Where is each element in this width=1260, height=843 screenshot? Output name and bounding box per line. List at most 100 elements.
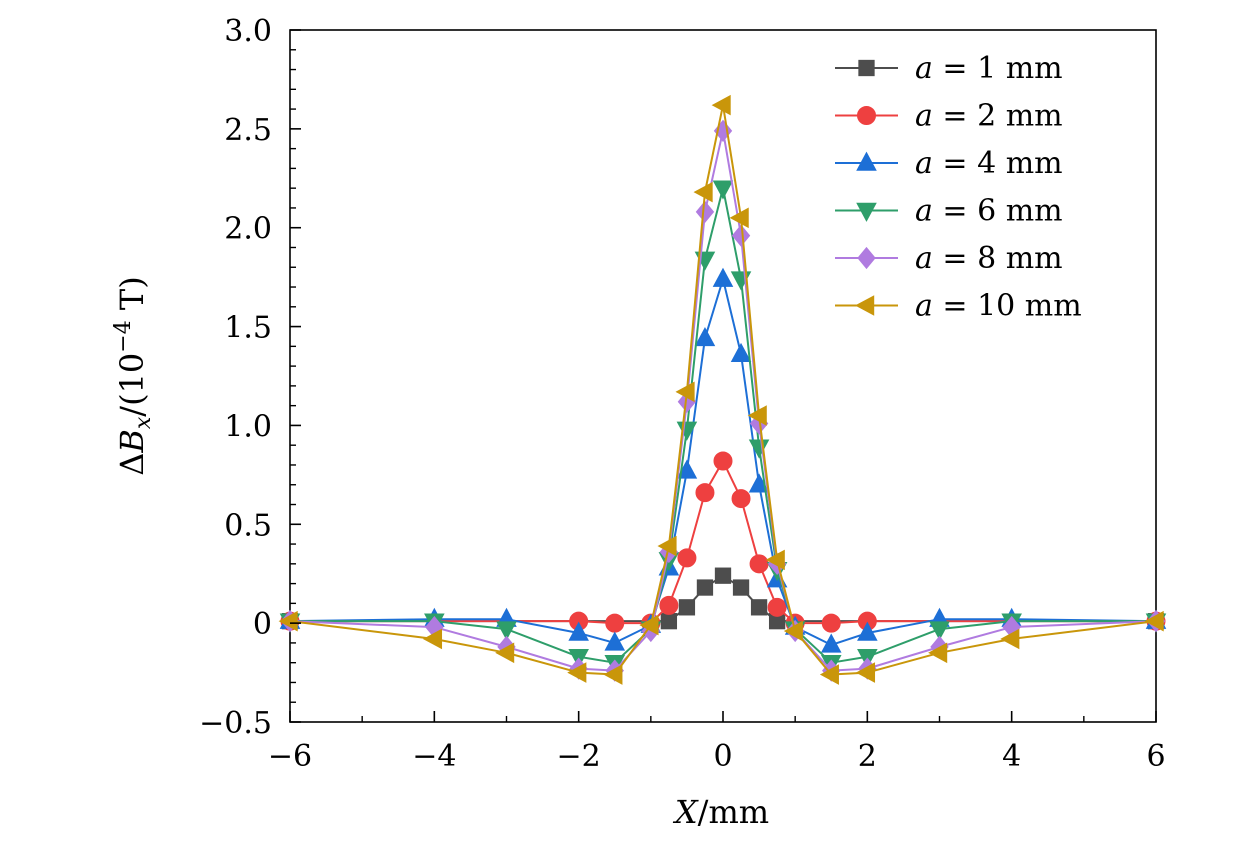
data-point xyxy=(747,405,767,426)
legend-label: a = 4 mm xyxy=(915,146,1063,181)
legend-label: a = 1 mm xyxy=(915,51,1063,86)
data-point xyxy=(730,342,752,362)
y-tick-label: 1.0 xyxy=(224,409,272,444)
legend-item: a = 2 mm xyxy=(835,99,1063,134)
data-point xyxy=(857,621,878,641)
x-tick-label: 4 xyxy=(1002,739,1021,774)
x-tick-label: 6 xyxy=(1146,739,1165,774)
legend-item: a = 8 mm xyxy=(835,241,1063,276)
data-point xyxy=(567,662,587,683)
data-point xyxy=(694,327,716,347)
series-6 xyxy=(278,94,1164,685)
legend-label: a = 8 mm xyxy=(915,241,1063,276)
legend-marker xyxy=(856,202,877,222)
data-point xyxy=(677,548,697,568)
y-axis-exp: −4 xyxy=(111,320,136,352)
legend-item: a = 10 mm xyxy=(835,289,1082,324)
data-point xyxy=(765,549,785,571)
x-tick-label: 2 xyxy=(858,739,877,774)
x-tick-label: 0 xyxy=(713,739,732,774)
y-tick-label: 2.0 xyxy=(224,212,272,247)
legend-value: = 6 mm xyxy=(933,194,1063,229)
x-axis-var: X xyxy=(672,793,699,831)
legend-item: a = 4 mm xyxy=(835,146,1063,181)
data-point xyxy=(729,207,749,229)
data-point xyxy=(713,451,733,471)
legend-var: a xyxy=(915,241,933,276)
legend: a = 1 mma = 2 mma = 4 mma = 6 mma = 8 mm… xyxy=(835,51,1082,324)
data-point xyxy=(748,439,770,459)
x-tick-label: −4 xyxy=(412,739,456,774)
y-axis: −0.5 0 0.5 1.0 1.5 2.0 2.5 3.0 xyxy=(199,14,301,741)
data-point xyxy=(713,119,733,142)
legend-label: a = 2 mm xyxy=(915,99,1063,134)
y-tick-label: 0.5 xyxy=(224,508,272,543)
x-axis: −6 −4 −2 0 2 4 6 xyxy=(268,711,1166,774)
legend-label: a = 10 mm xyxy=(915,289,1082,324)
data-point xyxy=(855,662,876,683)
legend-value: = 10 mm xyxy=(933,289,1082,324)
data-point xyxy=(568,621,589,641)
legend-marker xyxy=(858,59,875,77)
data-point xyxy=(821,613,841,633)
legend-var: a xyxy=(915,51,933,86)
legend-marker xyxy=(857,246,876,270)
data-point xyxy=(422,628,443,650)
data-point xyxy=(767,597,787,617)
y-axis-var: B xyxy=(113,429,151,454)
plot-area xyxy=(278,29,1167,723)
legend-marker xyxy=(856,151,877,171)
data-point xyxy=(750,599,768,616)
data-point xyxy=(695,483,715,503)
data-point xyxy=(929,621,950,641)
data-point xyxy=(604,631,626,651)
y-axis-unit-open: /(10 xyxy=(113,353,151,417)
data-point xyxy=(712,267,734,287)
y-axis-prefix: Δ xyxy=(113,453,151,476)
data-point xyxy=(496,621,517,641)
data-point xyxy=(820,633,842,653)
data-point xyxy=(676,421,698,441)
data-point xyxy=(749,554,769,574)
data-point xyxy=(678,599,696,616)
series-line xyxy=(290,460,1156,625)
data-point xyxy=(1000,628,1020,650)
data-point xyxy=(696,579,714,596)
x-axis-unit: /mm xyxy=(698,793,769,831)
data-point xyxy=(603,664,623,685)
data-point xyxy=(928,642,948,664)
data-point xyxy=(657,535,677,557)
legend-var: a xyxy=(915,146,933,181)
x-axis-title: X/mm xyxy=(672,793,769,831)
data-point xyxy=(605,613,625,633)
y-tick-label: 2.5 xyxy=(224,113,272,148)
data-point xyxy=(712,180,734,200)
legend-value: = 2 mm xyxy=(933,99,1063,134)
y-axis-title: ΔBx/(10−4 T) xyxy=(111,276,156,475)
legend-value: = 4 mm xyxy=(933,146,1063,181)
y-tick-label: 0 xyxy=(253,607,272,642)
y-tick-label: 3.0 xyxy=(224,14,272,49)
data-point xyxy=(659,595,679,615)
y-axis-sub: x xyxy=(131,416,156,429)
x-tick-label: −2 xyxy=(557,739,601,774)
legend-label: a = 6 mm xyxy=(915,194,1063,229)
data-point xyxy=(783,620,803,642)
x-tick-label: −6 xyxy=(268,739,312,774)
legend-value: = 1 mm xyxy=(933,51,1063,86)
data-point xyxy=(278,610,298,632)
legend-var: a xyxy=(915,99,933,134)
y-tick-label: 1.5 xyxy=(224,311,272,346)
data-point xyxy=(731,489,751,509)
data-point xyxy=(732,579,750,596)
legend-item: a = 6 mm xyxy=(835,194,1063,229)
data-point xyxy=(711,94,731,116)
data-point xyxy=(695,200,715,224)
data-point xyxy=(1144,610,1164,632)
data-point xyxy=(675,381,695,403)
data-point xyxy=(495,642,515,664)
y-axis-unit-close: T) xyxy=(113,276,151,320)
legend-var: a xyxy=(915,194,933,229)
legend-value: = 8 mm xyxy=(933,241,1063,276)
